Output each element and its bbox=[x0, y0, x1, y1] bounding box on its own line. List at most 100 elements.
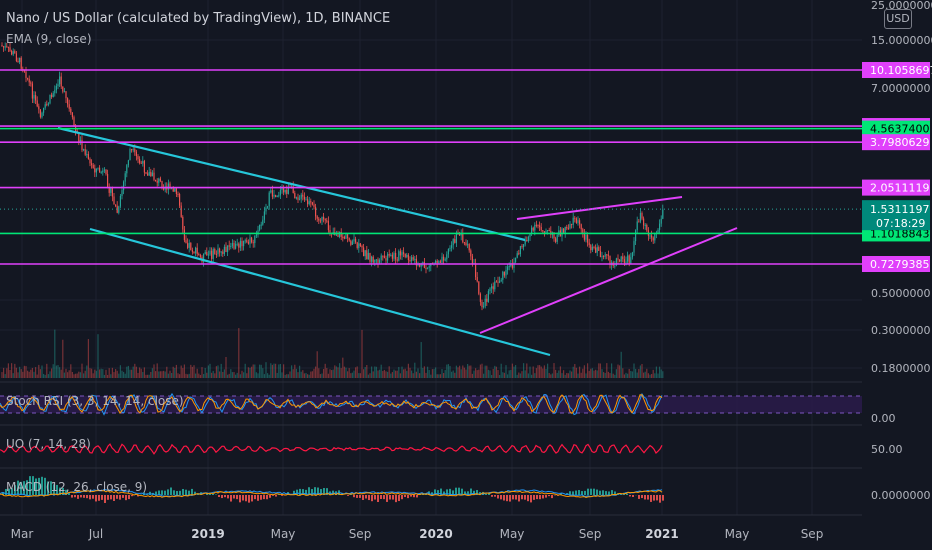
candle-body bbox=[147, 173, 149, 176]
candle-body bbox=[287, 186, 289, 194]
macd-label: MACD (12, 26, close, 9) bbox=[6, 480, 148, 494]
macd-hist-bar bbox=[653, 495, 655, 501]
volume-bar bbox=[419, 373, 421, 378]
candle-body bbox=[251, 237, 253, 243]
candle-body bbox=[407, 254, 409, 261]
candle-body bbox=[60, 76, 62, 87]
macd-hist-bar bbox=[368, 495, 370, 501]
candle-body bbox=[131, 148, 133, 151]
candle-body bbox=[244, 240, 246, 242]
candle-body bbox=[118, 206, 120, 213]
volume-bar bbox=[103, 374, 105, 378]
candle-body bbox=[327, 221, 329, 231]
volume-bar bbox=[255, 372, 257, 378]
candle-body bbox=[591, 247, 593, 251]
candle-body bbox=[243, 241, 245, 247]
candle-body bbox=[623, 259, 625, 263]
candle-body bbox=[47, 103, 49, 105]
candle-body bbox=[406, 254, 408, 257]
candle-body bbox=[607, 254, 609, 256]
candle-body bbox=[556, 235, 558, 242]
candle-body bbox=[467, 244, 469, 246]
volume-bar bbox=[615, 369, 617, 378]
macd-hist-bar bbox=[248, 495, 250, 503]
volume-bar bbox=[601, 369, 603, 378]
candle-body bbox=[161, 180, 163, 189]
time-axis[interactable]: Mar Jul 2019 May Sep 2020 May Sep 2021 May Sep bbox=[11, 527, 824, 541]
currency-button[interactable]: USD bbox=[884, 9, 912, 29]
macd-hist-bar bbox=[194, 491, 196, 495]
volume-bar bbox=[627, 373, 629, 378]
macd-hist-bar bbox=[497, 495, 499, 499]
candle-body bbox=[103, 169, 105, 171]
candle-body bbox=[657, 229, 659, 233]
candle-body bbox=[313, 204, 315, 207]
volume-bar bbox=[591, 368, 593, 378]
candle-body bbox=[638, 221, 640, 223]
volume-bar bbox=[460, 369, 462, 378]
candle-body bbox=[196, 247, 198, 254]
volume-bar bbox=[166, 366, 168, 378]
channel-lower-line bbox=[89, 227, 551, 357]
volume-bar bbox=[595, 369, 597, 378]
volume-bar bbox=[587, 363, 589, 378]
volume-bar bbox=[329, 369, 331, 378]
volume-bar bbox=[481, 363, 483, 378]
candle-body bbox=[380, 255, 382, 260]
candle-body bbox=[441, 256, 443, 263]
volume-bar bbox=[180, 365, 182, 378]
volume-bar bbox=[491, 374, 493, 378]
candle-body bbox=[124, 173, 126, 182]
candle-body bbox=[150, 171, 152, 177]
macd-hist-bar bbox=[629, 495, 631, 497]
volume-bar bbox=[348, 368, 350, 378]
volume-bar bbox=[91, 368, 93, 378]
volume-bar bbox=[483, 373, 485, 378]
volume-bar bbox=[270, 363, 272, 378]
candle-body bbox=[593, 247, 595, 249]
volume-bar bbox=[551, 373, 553, 378]
volume-bar bbox=[387, 371, 389, 378]
candle-body bbox=[217, 248, 219, 255]
candle-body bbox=[257, 230, 259, 235]
volume-bar bbox=[487, 369, 489, 378]
candle-body bbox=[63, 91, 65, 93]
candle-body bbox=[652, 237, 654, 241]
candle-body bbox=[95, 168, 97, 173]
candle-body bbox=[619, 259, 621, 262]
macd-hist-bar bbox=[110, 495, 112, 500]
candle-body bbox=[356, 242, 358, 248]
macd-hist-bar bbox=[389, 495, 391, 500]
macd-hist-bar bbox=[614, 491, 616, 495]
volume-bar bbox=[147, 374, 149, 378]
macd-hist-bar bbox=[8, 488, 10, 495]
price-axis[interactable]: 25.000000015.00000007.00000000.50000000.… bbox=[862, 0, 932, 550]
macd-hist-bar bbox=[305, 489, 307, 495]
macd-hist-bar bbox=[146, 494, 148, 495]
macd-hist-bar bbox=[62, 487, 64, 495]
macd-hist-bar bbox=[398, 495, 400, 502]
volume-bar bbox=[398, 366, 400, 378]
volume-bar bbox=[659, 366, 661, 378]
volume-bar bbox=[214, 373, 216, 378]
candle-body bbox=[163, 188, 165, 190]
volume-bar bbox=[393, 369, 395, 378]
volume-bar bbox=[411, 370, 413, 378]
candle-body bbox=[399, 251, 401, 256]
candle-body bbox=[590, 245, 592, 251]
candle-body bbox=[300, 194, 302, 199]
macd-hist-bar bbox=[245, 495, 247, 502]
candle-body bbox=[423, 262, 425, 268]
candle-body bbox=[6, 46, 8, 48]
candle-body bbox=[307, 199, 309, 205]
macd-hist-bar bbox=[182, 488, 184, 495]
candle-body bbox=[99, 167, 101, 173]
macd-hist-bar bbox=[116, 495, 118, 499]
volume-bar bbox=[97, 334, 99, 378]
macd-hist-bar bbox=[509, 495, 511, 502]
volume-bar bbox=[449, 365, 451, 378]
volume-bar bbox=[7, 363, 9, 378]
candle-body bbox=[476, 277, 478, 282]
